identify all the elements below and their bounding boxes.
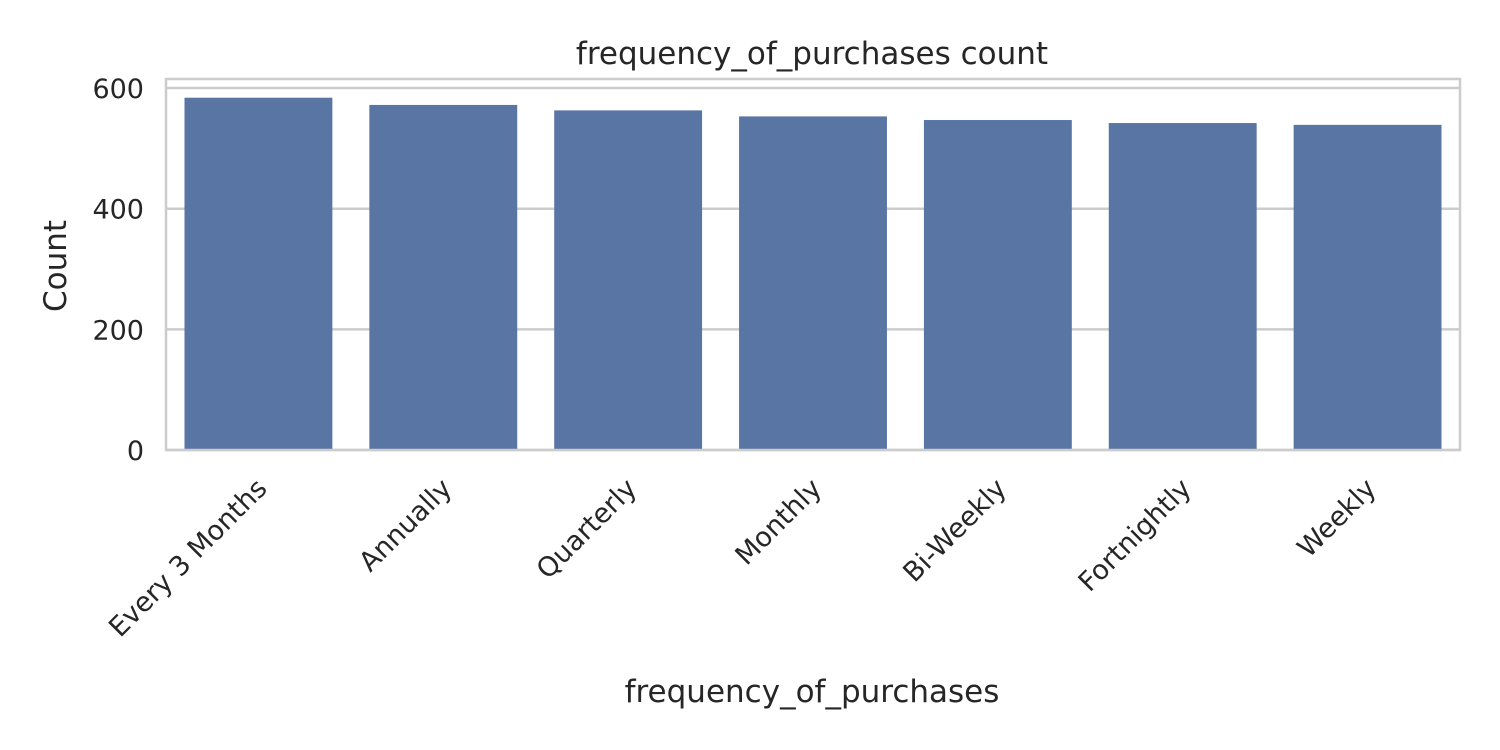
bars [184, 97, 1442, 451]
x-axis-label: frequency_of_purchases [625, 674, 1000, 710]
chart-title: frequency_of_purchases count [576, 36, 1048, 72]
bar [1108, 123, 1257, 450]
y-tick-label: 200 [92, 315, 144, 346]
x-tick-label: Every 3 Months [103, 473, 273, 643]
bar [184, 97, 333, 451]
bar [554, 110, 703, 450]
bar [923, 120, 1072, 450]
y-tick-label: 0 [127, 436, 144, 467]
bar [369, 104, 518, 451]
y-tick-label: 600 [92, 74, 144, 105]
plot-frame [164, 77, 1462, 452]
x-tick-label: Fortnightly [1073, 473, 1198, 598]
x-tick-labels: Every 3 Months Annually Quarterly Monthly Bi… [103, 473, 1382, 643]
y-axis-label: Count [38, 220, 74, 312]
x-tick-label: Weekly [1292, 473, 1383, 564]
bar [1293, 124, 1442, 450]
x-tick-label: Annually [353, 473, 458, 578]
y-tick-labels: 0 200 400 600 [92, 74, 144, 467]
x-tick-label: Bi-Weekly [897, 473, 1012, 588]
bar [739, 116, 887, 451]
x-tick-label: Monthly [730, 473, 828, 571]
y-tick-label: 400 [92, 195, 144, 226]
x-tick-label: Quarterly [531, 473, 643, 585]
